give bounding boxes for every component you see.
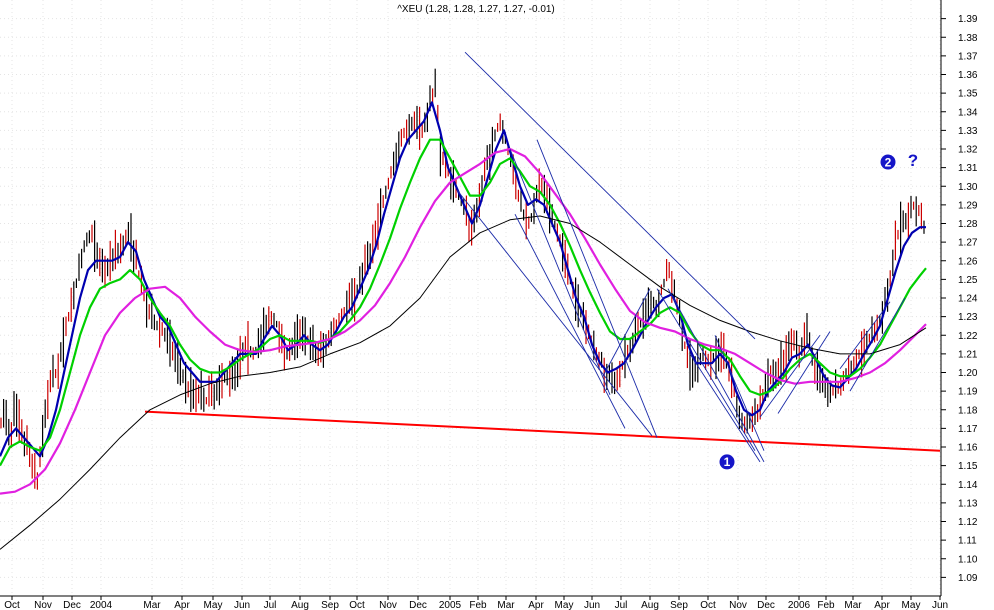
trend-channels — [456, 51, 906, 463]
x-tick-label: Dec — [63, 600, 81, 610]
wave-marker-label: 1 — [724, 455, 731, 469]
x-tick-label: Aug — [641, 600, 659, 610]
x-tick-label: Aug — [291, 600, 309, 610]
x-tick-label: May — [555, 600, 574, 610]
y-tick-label: 1.31 — [958, 163, 978, 174]
y-tick-label: 1.30 — [958, 182, 978, 193]
y-tick-label: 1.17 — [958, 424, 978, 435]
x-tick-label: Apr — [528, 600, 544, 610]
y-tick-label: 1.11 — [958, 536, 977, 547]
annotations: 1 2? — [719, 151, 918, 470]
y-tick-label: 1.20 — [958, 368, 978, 379]
support-trendline — [144, 410, 941, 452]
y-tick-label: 1.18 — [958, 405, 978, 416]
channel-line — [456, 189, 653, 437]
moving-average-line-4 — [0, 215, 927, 550]
y-tick-label: 1.36 — [958, 70, 978, 81]
x-tick-label: Oct — [4, 600, 20, 610]
y-tick-label: 1.13 — [958, 498, 978, 509]
x-tick-label: Dec — [409, 600, 427, 610]
y-tick-label: 1.25 — [958, 275, 978, 286]
x-tick-label: Feb — [469, 600, 487, 610]
moving-averages — [0, 101, 927, 550]
x-tick-label: 2005 — [439, 600, 462, 610]
y-tick-label: 1.14 — [958, 480, 978, 491]
x-tick-label: Feb — [817, 600, 835, 610]
moving-average-line-3 — [0, 147, 927, 495]
x-tick-label: Mar — [143, 600, 161, 610]
channel-line — [689, 353, 761, 463]
x-tick-label: 2004 — [90, 600, 113, 610]
channel-line — [759, 334, 821, 418]
x-tick-label: Nov — [379, 600, 397, 610]
y-tick-label: 1.26 — [958, 256, 978, 267]
y-tick-label: 1.34 — [958, 107, 978, 118]
x-tick-label: May — [204, 600, 223, 610]
question-mark-annotation: ? — [908, 151, 918, 170]
y-tick-label: 1.38 — [958, 33, 978, 44]
y-tick-label: 1.28 — [958, 219, 978, 230]
channel-line — [667, 288, 765, 463]
x-tick-label: Oct — [700, 600, 716, 610]
y-tick-label: 1.37 — [958, 51, 978, 62]
y-tick-label: 1.19 — [958, 387, 978, 398]
y-tick-label: 1.24 — [958, 294, 978, 305]
y-tick-label: 1.21 — [958, 349, 978, 360]
channel-line — [839, 301, 891, 370]
grid-layer — [0, 0, 941, 596]
x-tick-label: Jun — [584, 600, 600, 610]
y-tick-label: 1.32 — [958, 145, 978, 156]
x-tick-label: Apr — [174, 600, 190, 610]
wave-marker-circle — [719, 454, 735, 470]
channel-line — [536, 139, 658, 438]
y-tick-label: 1.39 — [958, 14, 978, 25]
y-tick-label: 1.15 — [958, 461, 978, 472]
wave-marker-label: 2 — [885, 155, 892, 169]
y-tick-label: 1.27 — [958, 238, 978, 249]
x-tick-label: 2006 — [788, 600, 811, 610]
x-tick-label: Nov — [729, 600, 747, 610]
channel-line — [509, 148, 611, 396]
x-tick-label: Jul — [615, 600, 628, 610]
y-tick-label: 1.33 — [958, 126, 978, 137]
y-tick-label: 1.35 — [958, 89, 978, 100]
channel-line — [602, 288, 651, 377]
x-tick-label: Dec — [757, 600, 775, 610]
x-tick-label: May — [902, 600, 921, 610]
x-tick-label: Sep — [670, 600, 688, 610]
moving-average-line-2 — [0, 138, 927, 467]
x-tick-label: Apr — [874, 600, 890, 610]
channel-line — [714, 335, 765, 451]
wave-marker-circle — [880, 154, 896, 170]
x-tick-label: Jun — [234, 600, 250, 610]
x-tick-label: Jun — [932, 600, 948, 610]
channel-line — [656, 288, 756, 451]
x-tick-label: Oct — [349, 600, 365, 610]
channel-line — [849, 297, 906, 392]
y-tick-label: 1.16 — [958, 443, 978, 454]
x-tick-label: Sep — [321, 600, 339, 610]
channel-line — [514, 213, 626, 429]
y-tick-label: 1.22 — [958, 331, 978, 342]
y-tick-label: 1.23 — [958, 312, 978, 323]
channel-line — [464, 51, 756, 340]
chart-title: ^XEU (1.28, 1.28, 1.27, 1.27, -0.01) — [397, 4, 555, 15]
y-tick-label: 1.10 — [958, 554, 978, 565]
channel-line — [777, 331, 831, 414]
x-tick-label: Mar — [844, 600, 862, 610]
x-tick-label: Nov — [34, 600, 52, 610]
y-tick-label: 1.12 — [958, 517, 978, 528]
y-tick-label: 1.29 — [958, 200, 978, 211]
x-tick-label: Mar — [497, 600, 515, 610]
x-tick-label: Jul — [264, 600, 277, 610]
y-tick-label: 1.09 — [958, 573, 978, 584]
support-layer — [144, 410, 941, 452]
